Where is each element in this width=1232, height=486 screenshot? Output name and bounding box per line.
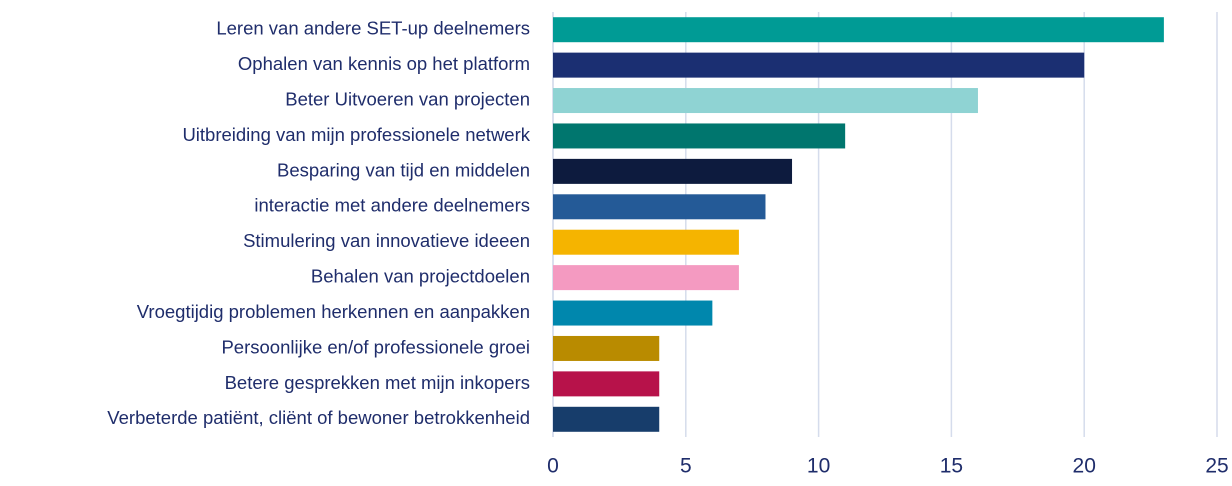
y-tick-label: Behalen van projectdoelen [311, 266, 530, 287]
x-tick-label: 15 [940, 455, 963, 478]
bar [553, 158, 793, 184]
x-tick-label: 5 [680, 455, 692, 478]
y-tick-label: Persoonlijke en/of professionele groei [221, 336, 530, 357]
bar [553, 52, 1085, 78]
bar [553, 371, 660, 397]
y-tick-label: interactie met andere deelnemers [254, 195, 530, 216]
bar [553, 17, 1164, 43]
y-tick-label: Beter Uitvoeren van projecten [285, 88, 530, 109]
y-tick-label: Betere gesprekken met mijn inkopers [225, 372, 530, 393]
y-tick-label: Ophalen van kennis op het platform [238, 53, 530, 74]
bar [553, 123, 846, 149]
y-tick-label: Vroegtijdig problemen herkennen en aanpa… [137, 301, 530, 322]
bar [553, 194, 766, 220]
bar [553, 406, 660, 432]
bar [553, 265, 739, 291]
y-tick-label: Leren van andere SET-up deelnemers [216, 18, 530, 39]
x-tick-label: 25 [1205, 455, 1228, 478]
bar [553, 300, 713, 326]
y-tick-label: Stimulering van innovatieve ideeen [243, 230, 530, 251]
bar [553, 335, 660, 361]
bar [553, 88, 978, 114]
y-tick-label: Verbeterde patiënt, cliënt of bewoner be… [107, 407, 530, 428]
y-tick-label: Besparing van tijd en middelen [277, 159, 530, 180]
x-tick-label: 0 [547, 455, 559, 478]
bar [553, 229, 739, 255]
y-tick-label: Uitbreiding van mijn professionele netwe… [182, 124, 530, 145]
x-tick-label: 10 [807, 455, 830, 478]
x-tick-label: 20 [1073, 455, 1096, 478]
